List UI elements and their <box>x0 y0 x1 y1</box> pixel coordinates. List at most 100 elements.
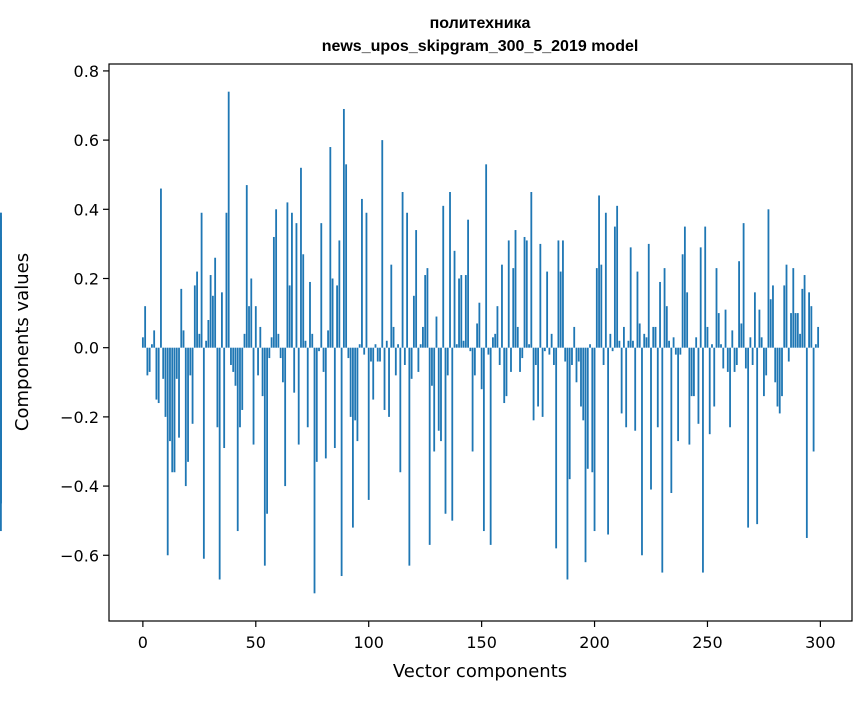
bar-component-119 <box>410 347 413 379</box>
bar-component-38 <box>227 91 230 348</box>
bar-component-95 <box>356 347 359 442</box>
bar-component-19 <box>184 347 187 487</box>
bar-component-215 <box>627 340 630 348</box>
bar-component-217 <box>632 340 634 348</box>
bar-component-213 <box>623 326 625 348</box>
bar-component-272 <box>756 347 759 525</box>
bar-component-269 <box>749 337 752 348</box>
bar-component-206 <box>607 347 609 535</box>
bar-component-212 <box>620 347 623 414</box>
bar-component-25 <box>198 333 201 348</box>
bar-component-254 <box>715 268 718 348</box>
bar-component-24 <box>196 271 198 348</box>
bar-component-157 <box>496 306 499 348</box>
bar-component-46 <box>245 185 248 348</box>
bar-component-262 <box>733 347 736 372</box>
bar-component-187 <box>564 347 567 362</box>
bar-component-31 <box>211 295 214 348</box>
bar-component-282 <box>778 347 781 414</box>
bar-component-265 <box>740 323 743 348</box>
bar-component-118 <box>408 347 411 566</box>
bar-component-130 <box>435 316 438 348</box>
bar-component-9 <box>162 347 165 379</box>
bar-component-undefined <box>0 257 2 348</box>
bar-component-20 <box>187 347 189 462</box>
bar-component-107 <box>383 347 386 410</box>
bar-component-234 <box>670 347 673 493</box>
chart-title-line-1: политехника <box>430 15 531 32</box>
bar-component-198 <box>589 344 591 348</box>
bar-component-138 <box>453 250 456 348</box>
bar-component-33 <box>216 347 219 428</box>
bar-component-185 <box>559 271 562 348</box>
bar-component-65 <box>288 285 291 348</box>
bar-component-228 <box>656 347 659 428</box>
bar-component-233 <box>668 340 670 348</box>
bar-component-240 <box>683 226 686 348</box>
bar-component-132 <box>440 347 442 442</box>
bar-component-124 <box>422 326 424 348</box>
bar-component-170 <box>525 240 528 348</box>
bar-component-114 <box>399 347 402 473</box>
bar-component-37 <box>225 212 228 348</box>
bar-component-153 <box>487 347 490 355</box>
bar-component-102 <box>372 347 375 400</box>
bar-component-267 <box>744 347 747 369</box>
bar-component-35 <box>221 292 223 348</box>
y-tick-label: 0.2 <box>74 269 99 288</box>
bar-component-144 <box>467 219 469 348</box>
bar-component-75 <box>311 333 314 348</box>
bar-component-66 <box>291 212 293 348</box>
bar-component-192 <box>575 347 578 383</box>
bar-component-77 <box>315 347 318 462</box>
bar-component-80 <box>322 347 325 372</box>
bar-component-44 <box>241 347 244 410</box>
bar-component-239 <box>681 254 684 348</box>
plot-frame <box>108 63 853 622</box>
bar-component-246 <box>697 347 700 424</box>
bar-component-174 <box>534 347 537 365</box>
bar-component-148 <box>476 323 479 348</box>
bar-component-13 <box>171 347 174 473</box>
bar-component-237 <box>677 347 680 442</box>
bar-component-297 <box>812 347 815 452</box>
bar-component-54 <box>263 347 266 566</box>
bar-component-290 <box>796 313 799 348</box>
bar-component-61 <box>279 347 282 359</box>
bar-component-3 <box>148 347 151 372</box>
bar-component-177 <box>541 347 544 417</box>
bar-component-289 <box>794 313 797 348</box>
x-axis-label: Vector components <box>393 661 567 682</box>
bar-component-241 <box>686 292 689 348</box>
bar-component-74 <box>309 281 311 348</box>
bar-component-68 <box>295 223 298 348</box>
bar-component-103 <box>374 344 377 348</box>
bar-component-190 <box>571 347 573 365</box>
bar-component-18 <box>182 330 185 348</box>
bar-component-12 <box>169 347 171 442</box>
bar-component-125 <box>424 275 427 348</box>
y-tick-label: −0.2 <box>60 408 99 427</box>
bar-component-161 <box>505 347 508 397</box>
bar-component-63 <box>284 347 287 487</box>
bar-component-98 <box>363 347 366 355</box>
bar-component-150 <box>480 347 483 390</box>
bar-component-17 <box>180 288 183 348</box>
bar-component-201 <box>595 268 598 348</box>
x-tick-label: 100 <box>353 633 384 652</box>
bar-component-160 <box>503 347 506 404</box>
bar-component-247 <box>699 247 702 348</box>
bar-component-285 <box>785 264 788 348</box>
bar-component-136 <box>449 192 451 348</box>
bar-component-8 <box>160 188 162 348</box>
bar-component-181 <box>550 333 553 348</box>
bar-component-62 <box>281 347 284 383</box>
bar-component-140 <box>458 278 460 348</box>
bar-component-229 <box>659 281 661 348</box>
bar-component-222 <box>643 333 646 348</box>
bar-component-151 <box>482 347 485 532</box>
bar-component-193 <box>577 347 580 362</box>
bar-component-182 <box>552 347 555 365</box>
bar-component-70 <box>300 167 302 348</box>
bar-component-158 <box>498 347 501 365</box>
